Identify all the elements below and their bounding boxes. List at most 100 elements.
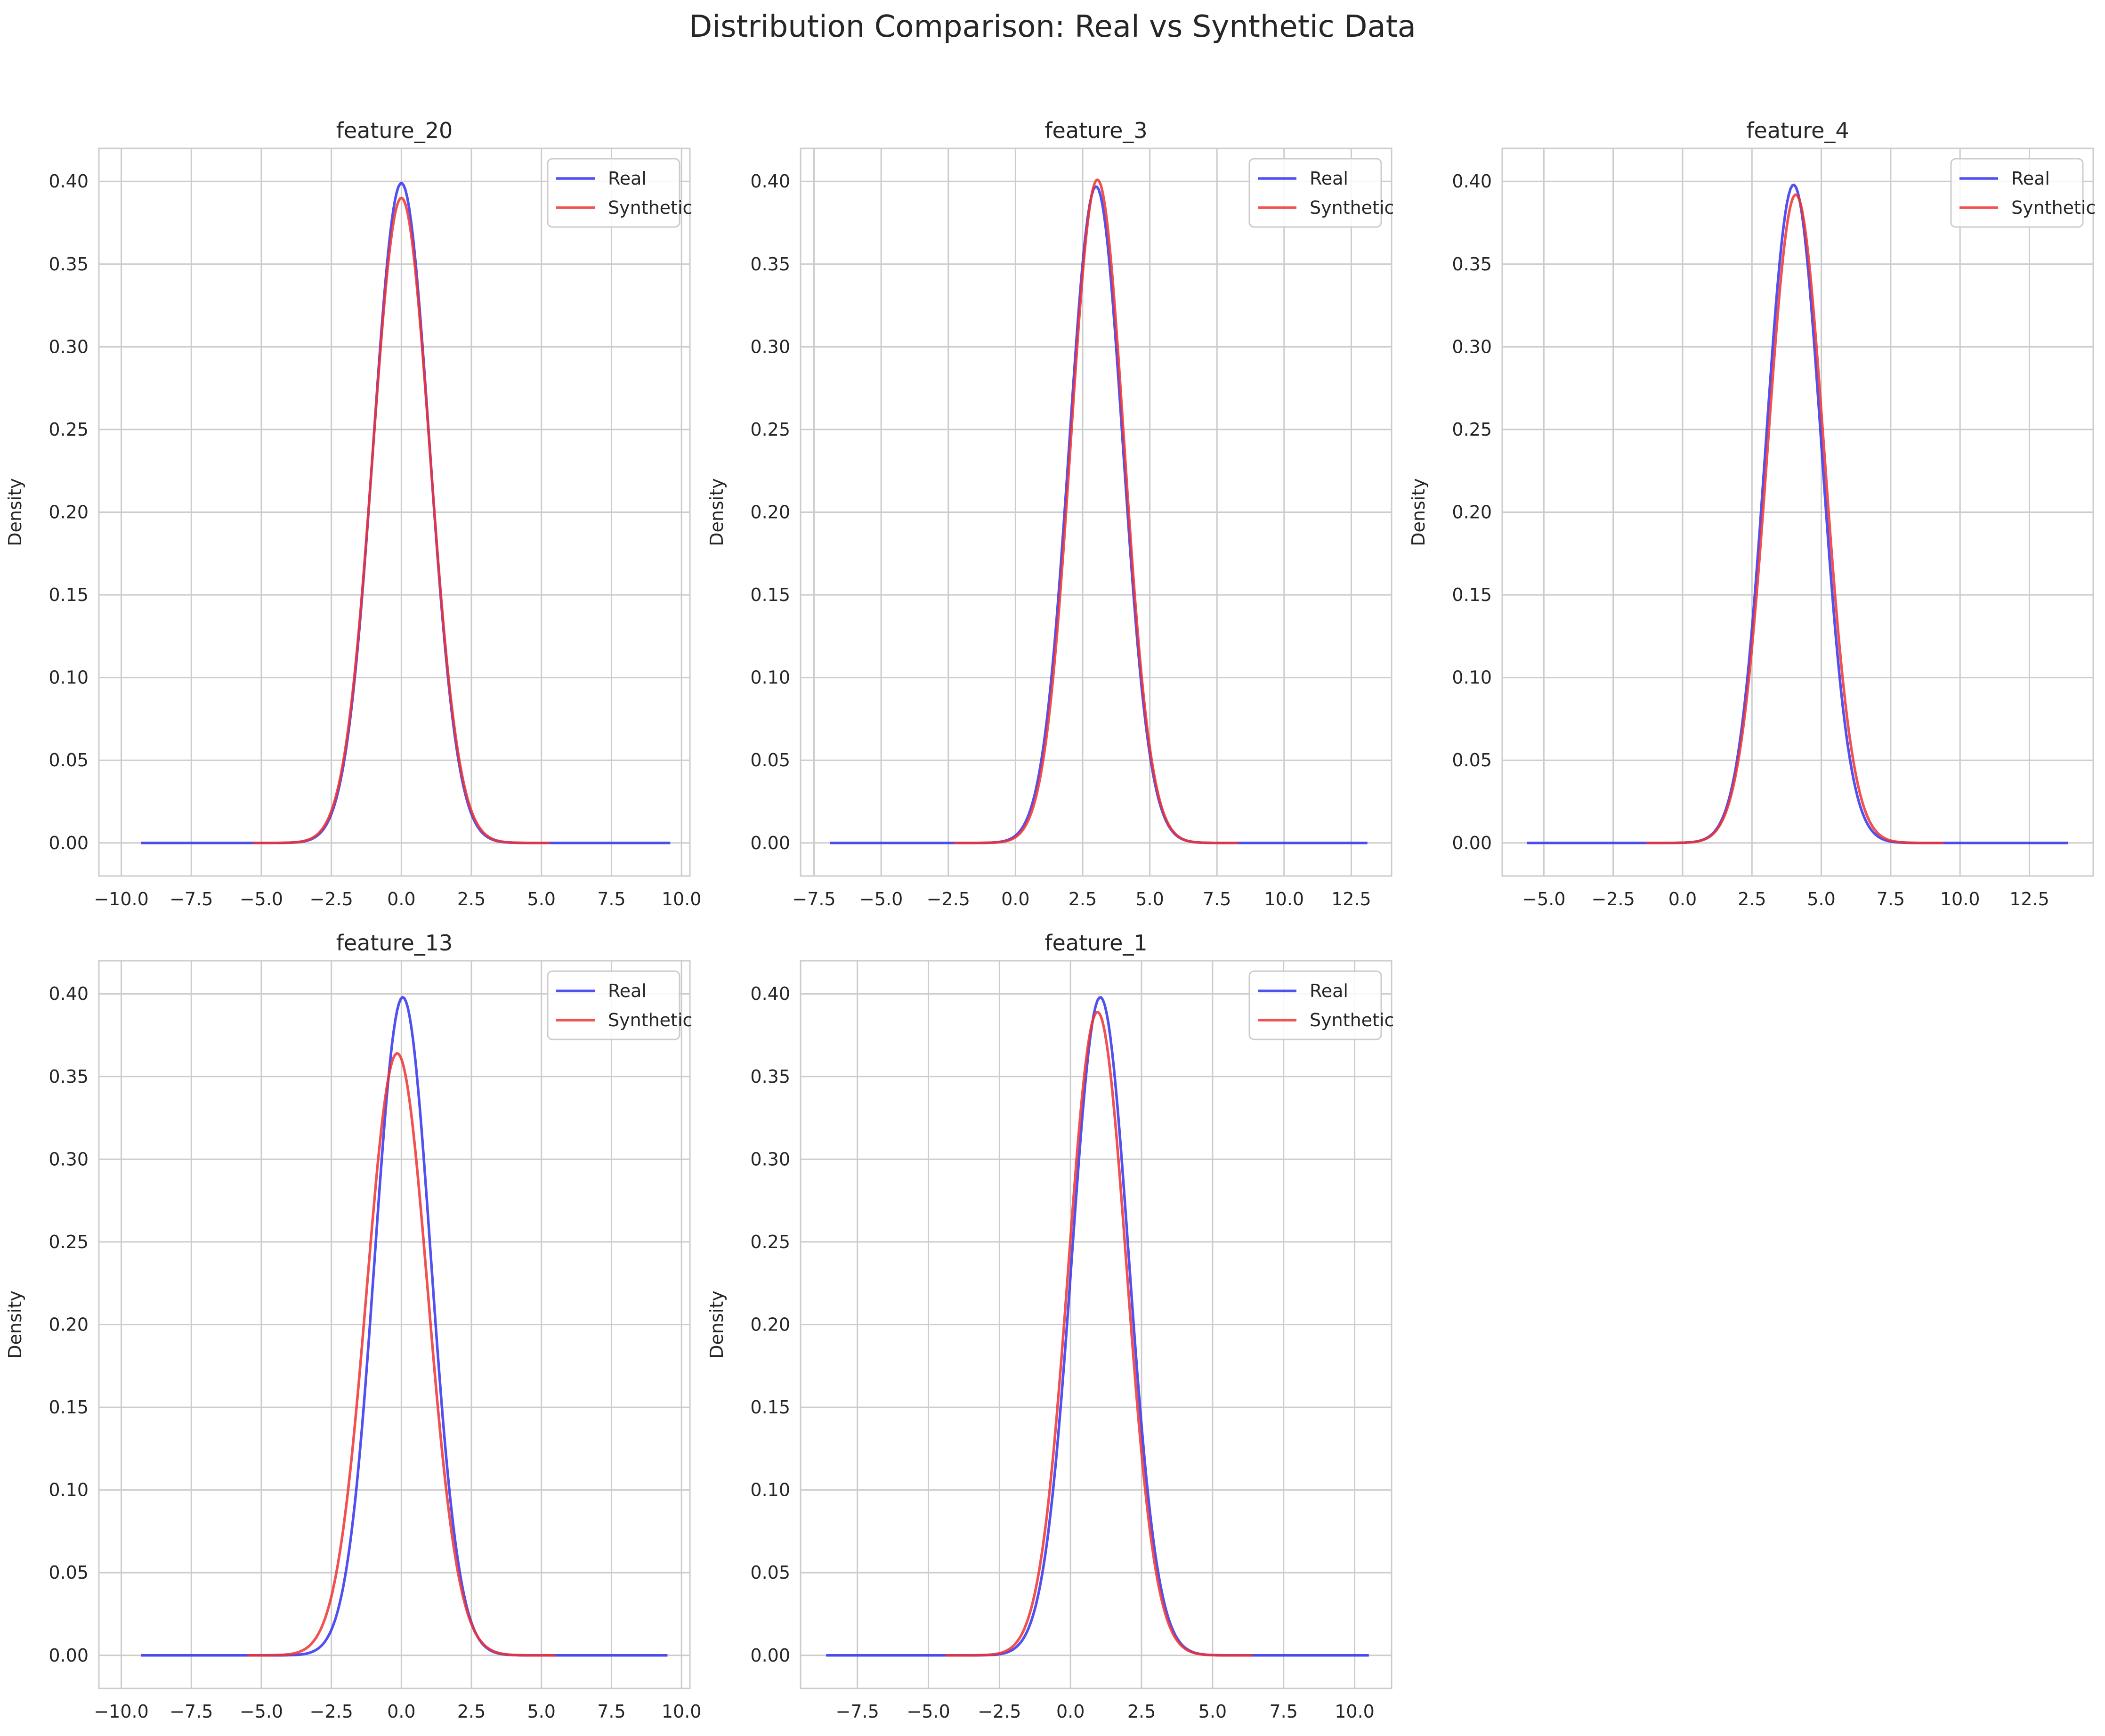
- y-tick-label: 0.25: [49, 419, 89, 440]
- series-line-real: [141, 182, 671, 844]
- subplot-title: feature_3: [1044, 118, 1147, 143]
- x-tick-label: −7.5: [170, 889, 213, 909]
- x-tick-label: −10.0: [94, 889, 148, 909]
- x-tick-label: 5.0: [527, 1701, 556, 1722]
- legend-box: [1248, 970, 1382, 1040]
- y-tick-label: 0.40: [49, 983, 89, 1004]
- x-tick-label: −2.5: [1592, 889, 1635, 909]
- y-tick-label: 0.10: [49, 1480, 89, 1501]
- series-line-real: [141, 996, 668, 1657]
- y-tick-label: 0.25: [49, 1232, 89, 1252]
- axes-frame: [800, 147, 1393, 877]
- y-tick-label: 0.30: [1452, 336, 1492, 357]
- y-tick-label: 0.25: [750, 1232, 790, 1252]
- subplot-5: −7.5 −5.0 −2.5 0.0 2.5 5.0 7.5 10.0 0.00 0.05 0.10…: [706, 930, 1394, 1722]
- y-tick-label: 0.10: [1452, 667, 1492, 688]
- legend: Real Synthetic: [1248, 970, 1394, 1040]
- y-tick-label: 0.40: [49, 171, 89, 192]
- x-tick-label: −7.5: [170, 1701, 213, 1722]
- y-tick-label: 0.20: [49, 502, 89, 523]
- x-tick-label: −2.5: [927, 889, 970, 909]
- y-tick-label: 0.40: [1452, 171, 1492, 192]
- y-tick-label: 0.05: [1452, 750, 1492, 771]
- legend: Real Synthetic: [1950, 158, 2096, 228]
- subplot-title: feature_20: [336, 118, 453, 143]
- y-tick-label: 0.20: [750, 1314, 790, 1335]
- y-tick-label: 0.05: [49, 750, 89, 771]
- y-tick-label: 0.35: [750, 254, 790, 275]
- x-tick-label: −2.5: [310, 889, 353, 909]
- x-tick-label: 7.5: [1270, 1701, 1298, 1722]
- y-tick-label: 0.00: [750, 1645, 790, 1666]
- x-tick-label: 2.5: [1738, 889, 1766, 909]
- x-tick-label: 7.5: [1203, 889, 1231, 909]
- legend-label-synthetic: Synthetic: [1310, 1010, 1394, 1030]
- x-tick-label: 10.0: [1264, 889, 1304, 909]
- y-tick-label: 0.35: [1452, 254, 1492, 275]
- y-tick-label: 0.40: [750, 171, 790, 192]
- y-tick-label: 0.05: [750, 1562, 790, 1583]
- y-axis-label: Density: [706, 478, 727, 546]
- x-tick-label: 12.5: [2009, 889, 2049, 909]
- legend-label-real: Real: [608, 168, 647, 189]
- y-tick-label: 0.35: [49, 254, 89, 275]
- x-tick-label: 7.5: [597, 1701, 625, 1722]
- legend-box: [547, 158, 680, 228]
- x-tick-label: −7.5: [792, 889, 835, 909]
- axes-frame: [98, 147, 691, 877]
- y-tick-label: 0.00: [1452, 833, 1492, 853]
- y-tick-label: 0.00: [49, 1645, 89, 1666]
- x-tick-label: 5.0: [1807, 889, 1835, 909]
- series-line-real: [1527, 183, 2068, 844]
- x-tick-label: 5.0: [1135, 889, 1164, 909]
- series-line-synthetic: [953, 178, 1239, 844]
- series-line-real: [830, 185, 1368, 844]
- x-tick-label: −7.5: [836, 1701, 879, 1722]
- y-tick-label: 0.15: [49, 584, 89, 605]
- x-tick-label: 7.5: [597, 889, 625, 909]
- subplot-title: feature_13: [336, 930, 453, 956]
- series-line-synthetic: [252, 196, 551, 844]
- y-tick-label: 0.00: [750, 833, 790, 853]
- x-tick-label: 7.5: [1877, 889, 1905, 909]
- y-tick-label: 0.20: [1452, 502, 1492, 523]
- axes-frame: [1501, 147, 2094, 877]
- y-tick-label: 0.15: [750, 1397, 790, 1418]
- series-line-synthetic: [1646, 193, 1944, 844]
- y-axis-label: Density: [5, 1290, 25, 1358]
- legend: Real Synthetic: [547, 970, 692, 1040]
- x-tick-label: 10.0: [1940, 889, 1980, 909]
- legend: Real Synthetic: [1248, 158, 1394, 228]
- legend-label-real: Real: [2011, 168, 2050, 189]
- x-tick-label: 0.0: [387, 889, 415, 909]
- legend-box: [1950, 158, 2084, 228]
- y-tick-label: 0.15: [750, 584, 790, 605]
- x-tick-label: −10.0: [94, 1701, 148, 1722]
- y-tick-label: 0.40: [750, 983, 790, 1004]
- legend-label-synthetic: Synthetic: [2011, 197, 2096, 218]
- axes-frame: [98, 960, 691, 1689]
- y-tick-label: 0.30: [750, 1149, 790, 1169]
- y-tick-label: 0.30: [49, 336, 89, 357]
- series-line-real: [826, 996, 1369, 1657]
- y-tick-label: 0.25: [1452, 419, 1492, 440]
- axes-frame: [800, 960, 1393, 1689]
- subplot-title: feature_1: [1044, 930, 1147, 956]
- y-tick-label: 0.05: [49, 1562, 89, 1583]
- subplot-title: feature_4: [1746, 118, 1849, 143]
- subplot-2: −7.5 −5.0 −2.5 0.0 2.5 5.0 7.5 10.0 12.5 0.00 0.05…: [706, 118, 1394, 909]
- legend-label-synthetic: Synthetic: [1310, 197, 1394, 218]
- legend-box: [547, 970, 680, 1040]
- subplot-4: −10.0 −7.5 −5.0 −2.5 0.0 2.5 5.0 7.5 10.0 0.00 0.0…: [5, 930, 701, 1722]
- x-tick-label: 0.0: [1056, 1701, 1085, 1722]
- y-axis-label: Density: [1408, 478, 1429, 546]
- x-tick-label: −5.0: [240, 889, 283, 909]
- x-tick-label: −2.5: [978, 1701, 1021, 1722]
- x-tick-label: 10.0: [662, 889, 702, 909]
- y-tick-label: 0.30: [750, 336, 790, 357]
- x-tick-label: 10.0: [662, 1701, 702, 1722]
- legend-label-synthetic: Synthetic: [608, 1010, 692, 1030]
- x-tick-label: 2.5: [1127, 1701, 1156, 1722]
- y-tick-label: 0.25: [750, 419, 790, 440]
